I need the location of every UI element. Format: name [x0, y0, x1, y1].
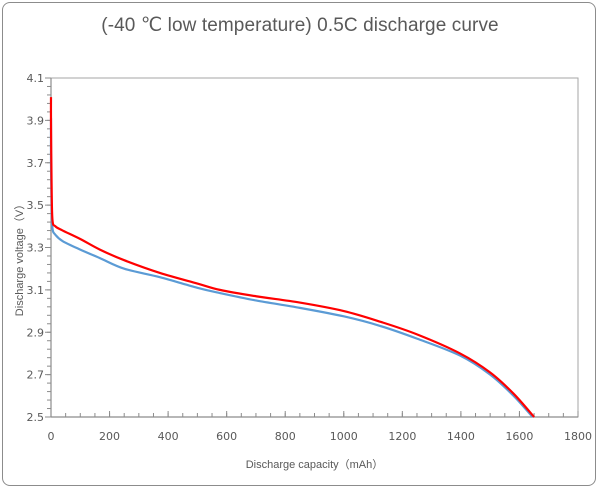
- axes: 2.5 2.7 2.9 3.1 3.3 3.5 3.7 3.9 4.1 0 200 400 600 800…: [27, 72, 593, 443]
- x-axis-title: Discharge capacity（mAh）: [246, 458, 384, 471]
- series-group: [49, 97, 535, 418]
- plot-area-border: [50, 77, 579, 418]
- y-tick-label: 4.1: [27, 72, 45, 85]
- y-tick-label: 3.5: [27, 199, 45, 212]
- x-tick-label: 400: [158, 430, 179, 443]
- y-tick-label: 3.3: [27, 242, 45, 255]
- y-axis-title: Discharge voltage（V）: [13, 199, 26, 316]
- y-tick-label: 3.7: [27, 157, 45, 170]
- x-tick-label: 1000: [330, 430, 358, 443]
- y-tick-label: 2.7: [27, 369, 45, 382]
- y-tick-label: 2.5: [27, 411, 45, 424]
- x-tick-label: 1200: [388, 430, 416, 443]
- x-tick-label: 800: [275, 430, 296, 443]
- series-line-red-curve: [49, 97, 535, 418]
- x-tick-label: 0: [48, 430, 55, 443]
- y-tick-label: 2.9: [27, 326, 45, 339]
- series-line-blue-curve: [49, 118, 534, 418]
- x-tick-label: 200: [99, 430, 120, 443]
- chart-frame: [2, 2, 596, 486]
- x-tick-label: 1800: [564, 430, 592, 443]
- x-tick-label: 600: [216, 430, 237, 443]
- y-tick-label: 3.1: [27, 284, 45, 297]
- chart-title: (-40 ℃ low temperature) 0.5C discharge c…: [101, 15, 499, 36]
- x-tick-label: 1600: [505, 430, 533, 443]
- y-tick-label: 3.9: [27, 114, 45, 127]
- x-tick-label: 1400: [447, 430, 475, 443]
